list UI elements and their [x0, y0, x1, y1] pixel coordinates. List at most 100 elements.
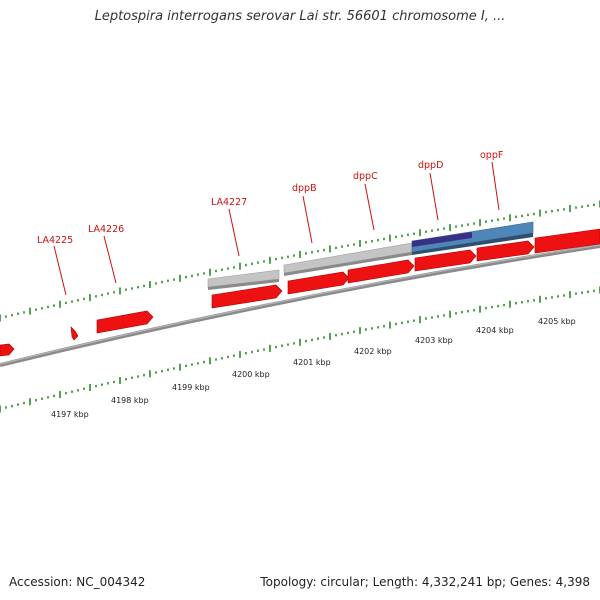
upper-tick — [497, 218, 499, 221]
upper-tick — [35, 308, 37, 311]
upper-tick — [449, 224, 451, 232]
upper-tick — [23, 311, 25, 314]
upper-tick — [311, 251, 313, 254]
upper-tick — [509, 214, 511, 222]
upper-tick — [383, 237, 385, 241]
lower-tick — [353, 330, 355, 333]
leader-la4225 — [53, 245, 67, 296]
lower-tick — [41, 397, 43, 400]
lower-tick — [377, 326, 379, 329]
upper-tick — [317, 249, 319, 253]
topology-text: Topology: circular; Length: 4,332,241 bp… — [260, 575, 590, 589]
lower-tick — [5, 406, 7, 409]
upper-tick-track — [0, 200, 600, 322]
upper-tick — [491, 219, 493, 222]
upper-tick — [125, 288, 127, 291]
upper-tick — [503, 217, 505, 220]
upper-tick — [551, 210, 553, 213]
upper-tick — [95, 295, 97, 298]
scale-label-4203: 4203 kbp — [415, 336, 453, 345]
gene-label-leaders — [53, 161, 500, 296]
upper-tick — [167, 279, 169, 282]
upper-tick — [527, 213, 529, 217]
chromosome-backbone-highlight — [0, 244, 600, 365]
gene-arrow-dppb[interactable] — [287, 271, 350, 295]
lower-tick — [233, 354, 235, 357]
lower-tick — [587, 290, 589, 293]
lower-tick — [449, 310, 451, 318]
upper-tick — [179, 274, 181, 282]
gene-track — [0, 228, 600, 357]
lower-tick — [287, 343, 289, 346]
lower-tick — [119, 377, 121, 385]
upper-tick — [137, 286, 139, 289]
upper-tick — [473, 222, 475, 225]
scale-label-4198: 4198 kbp — [111, 396, 149, 405]
upper-tick — [365, 241, 367, 244]
lower-tick — [317, 337, 319, 340]
upper-tick — [275, 257, 277, 261]
upper-tick — [413, 232, 415, 235]
map-title: Leptospira interrogans serovar Lai str. … — [94, 9, 506, 24]
lower-tick — [191, 363, 193, 366]
upper-tick — [335, 246, 337, 249]
lower-tick — [47, 396, 49, 399]
upper-tick — [185, 275, 187, 279]
lower-tick — [95, 384, 97, 388]
lower-tick — [479, 305, 481, 313]
upper-tick — [539, 209, 541, 217]
lower-tick — [11, 404, 13, 408]
leader-dppd — [429, 172, 439, 221]
upper-tick — [59, 300, 61, 308]
lower-tick — [227, 355, 229, 359]
lower-tick — [443, 314, 445, 317]
upper-tick — [47, 305, 49, 309]
gene-arrow-right-edge[interactable] — [534, 228, 600, 254]
upper-tick — [161, 280, 163, 284]
lower-tick — [239, 350, 241, 358]
upper-tick — [143, 284, 145, 288]
scale-label-4204: 4204 kbp — [476, 326, 514, 335]
gene-arrow-la4227[interactable] — [211, 284, 283, 309]
lower-tick — [209, 357, 211, 365]
upper-tick — [305, 252, 307, 255]
gene-arrow-dppc[interactable] — [347, 259, 415, 284]
gene-arrow-la4225[interactable] — [70, 326, 79, 341]
lower-tick — [509, 300, 511, 308]
leader-oppf — [491, 161, 500, 211]
upper-tick — [545, 210, 547, 214]
scale-label-4205: 4205 kbp — [538, 317, 576, 326]
upper-tick — [431, 229, 433, 232]
upper-tick — [107, 292, 109, 295]
gene-arrow-left-edge[interactable] — [0, 343, 15, 357]
lower-tick — [65, 391, 67, 395]
lower-tick — [107, 382, 109, 385]
lower-tick — [251, 350, 253, 354]
upper-tick — [113, 291, 115, 294]
lower-tick — [341, 332, 343, 336]
lower-tick — [491, 305, 493, 309]
lower-tick — [467, 310, 469, 313]
upper-tick — [239, 262, 241, 270]
upper-tick — [287, 255, 289, 258]
hit-track — [207, 221, 534, 290]
lower-tick — [503, 303, 505, 307]
upper-tick — [425, 230, 427, 233]
lower-tick — [557, 295, 559, 298]
hit-dark-segment — [412, 232, 472, 247]
upper-tick — [233, 266, 235, 269]
upper-tick — [443, 227, 445, 230]
gene-label-dppc: dppC — [353, 171, 378, 182]
lower-tick — [425, 317, 427, 320]
lower-tick — [371, 327, 373, 330]
accession-text: Accession: NC_004342 — [9, 575, 146, 589]
upper-tick — [533, 212, 535, 216]
gene-arrow-dppd[interactable] — [414, 249, 477, 272]
gene-arrow-la4226[interactable] — [96, 310, 154, 334]
upper-tick — [281, 256, 283, 260]
gene-arrow-oppf[interactable] — [476, 240, 535, 262]
lower-tick — [293, 342, 295, 345]
lower-tick — [395, 322, 397, 326]
upper-tick — [569, 205, 571, 212]
upper-tick — [173, 278, 175, 281]
